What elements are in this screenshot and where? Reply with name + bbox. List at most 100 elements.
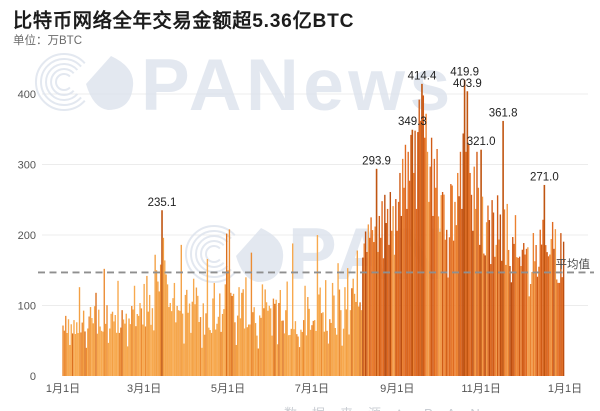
bar <box>190 332 192 376</box>
bar <box>484 255 486 376</box>
bar <box>502 120 504 376</box>
bar <box>124 323 126 376</box>
bar <box>437 216 440 376</box>
bar <box>553 248 555 376</box>
bar <box>126 346 129 376</box>
bar <box>406 208 408 376</box>
bar <box>115 332 118 376</box>
bar <box>327 343 330 376</box>
bar <box>206 258 209 376</box>
bar <box>367 224 370 376</box>
bar <box>100 330 103 376</box>
bar <box>188 303 191 376</box>
bar <box>535 245 537 376</box>
bar <box>205 313 207 376</box>
bar <box>336 334 338 376</box>
bar <box>353 293 356 376</box>
bar <box>421 83 423 377</box>
bar <box>443 194 445 376</box>
bar <box>355 301 357 376</box>
bar <box>524 254 526 376</box>
bar <box>161 210 163 376</box>
bar <box>113 321 115 376</box>
x-tick-label: 11月1日 <box>461 383 501 395</box>
bar <box>349 310 352 376</box>
bar <box>554 229 557 376</box>
bar <box>451 185 453 376</box>
bar <box>213 282 215 376</box>
bar <box>307 297 309 376</box>
peak-value-label: 271.0 <box>530 171 559 183</box>
y-tick-label: 400 <box>18 89 36 101</box>
bar <box>272 298 275 376</box>
bar <box>391 230 393 376</box>
bar <box>234 322 236 376</box>
bar <box>505 264 507 376</box>
bar <box>143 283 145 376</box>
bar <box>201 347 203 376</box>
bar <box>153 330 155 376</box>
bar <box>546 252 548 376</box>
bar <box>297 336 299 376</box>
bar <box>547 256 550 376</box>
bar <box>290 328 292 376</box>
bar <box>274 303 276 376</box>
bar <box>454 201 456 376</box>
bar <box>81 322 83 376</box>
bar <box>184 294 187 376</box>
y-tick-label: 300 <box>18 160 36 172</box>
bar <box>352 278 354 376</box>
bar <box>146 275 148 376</box>
bar <box>315 330 317 376</box>
bar <box>268 305 270 376</box>
bar <box>291 243 294 376</box>
bar <box>70 324 72 376</box>
average-line-label: 平均值 <box>556 258 591 271</box>
bar <box>133 285 136 376</box>
bar <box>340 310 342 376</box>
x-tick-label: 7月1日 <box>295 383 329 395</box>
bar <box>296 334 298 376</box>
bar <box>413 172 415 376</box>
bar <box>198 321 200 376</box>
bar <box>65 315 67 376</box>
bar <box>279 289 281 376</box>
panews-watermark-text: PANews <box>141 45 455 126</box>
bar <box>144 326 147 376</box>
axis-labels: 0 100 200 300 400 1月1日 3月1日 5月1日 7月1日 9月1日 11月1日 1月… <box>18 89 582 395</box>
logo-ring-arc <box>200 240 225 268</box>
bar <box>338 289 341 376</box>
bar <box>139 303 141 376</box>
bar <box>181 313 184 376</box>
bar <box>441 191 444 376</box>
bar <box>551 221 554 376</box>
chart-title: 比特币网络全年交易金额超5.36亿BTC <box>13 11 355 32</box>
bar <box>503 209 506 376</box>
bar <box>429 166 431 376</box>
bar <box>150 324 152 376</box>
bar <box>173 282 176 376</box>
bar <box>89 307 92 376</box>
bar <box>534 261 536 376</box>
bar <box>63 330 66 376</box>
bar <box>496 195 499 376</box>
bar <box>457 172 459 376</box>
bar <box>87 328 89 376</box>
bar <box>397 201 400 376</box>
bar <box>85 347 88 376</box>
bar <box>521 249 524 376</box>
bar <box>436 148 438 376</box>
bar <box>334 327 337 376</box>
bar <box>304 285 306 376</box>
bar <box>389 191 392 376</box>
bar <box>166 284 169 376</box>
bar <box>99 326 101 376</box>
bar <box>356 250 359 376</box>
bar <box>257 348 259 376</box>
bar <box>67 319 70 376</box>
bar <box>238 287 240 376</box>
peak-value-label: 361.8 <box>489 107 518 119</box>
bar <box>536 276 539 376</box>
bar <box>172 298 174 376</box>
